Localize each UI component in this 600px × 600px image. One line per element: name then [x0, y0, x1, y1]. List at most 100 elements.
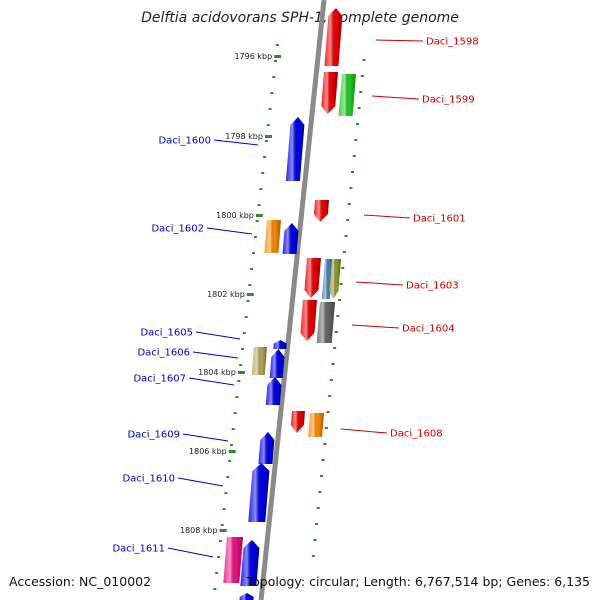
gene-arrow-shading [290, 411, 305, 433]
gene-arrow-shading [282, 223, 299, 254]
tick-dot [326, 411, 330, 413]
gene-daci-1603[interactable] [304, 258, 321, 298]
gene-label[interactable]: Daci_1602 [151, 224, 204, 235]
gene-label-leader [351, 324, 400, 329]
tick-dot [246, 300, 250, 302]
tick-dot [218, 540, 222, 542]
scale-labels: 1796 kbp 1798 kbp 1800 kbp 1802 kbp 1804 kbp… [180, 52, 282, 535]
gene-arrow-shading [223, 537, 243, 583]
tick-dot [316, 507, 320, 509]
gene-arrow-shading [251, 347, 267, 375]
gene-daci-1602[interactable] [264, 220, 281, 253]
gene-daci-1605[interactable] [273, 340, 287, 349]
tick-dot [320, 475, 324, 477]
gene-label[interactable]: Daci_1598 [426, 37, 479, 48]
tick-dot [242, 332, 246, 334]
gene-daci-1608b[interactable] [308, 413, 324, 437]
scale-label: 1798 kbp [225, 132, 263, 141]
tick-dot [224, 492, 228, 494]
gene-label[interactable]: Daci_1609 [127, 430, 180, 441]
gene-label[interactable]: Daci_1606 [137, 348, 190, 359]
tick-dot [231, 428, 235, 430]
gene-daci-1599b[interactable] [338, 74, 356, 116]
gene-label[interactable]: Daci_1600 [158, 136, 211, 147]
gene-daci-1602b[interactable] [282, 223, 299, 254]
gene-daci-1607[interactable] [265, 377, 282, 405]
tick-dot [352, 155, 356, 157]
gene-label[interactable]: Daci_1605 [140, 328, 193, 339]
gene-daci-1612[interactable] [239, 593, 254, 600]
genome-backbone [258, 0, 327, 600]
gene-arrow-shading [269, 349, 285, 378]
gene-daci-1603c[interactable] [329, 259, 341, 299]
tick-dot [341, 267, 345, 269]
tick-dot [268, 108, 272, 110]
gene-arrow-shading [265, 377, 282, 405]
gene-label[interactable]: Daci_1607 [133, 374, 186, 385]
gene-daci-1599[interactable] [321, 72, 338, 114]
tick-dot [333, 347, 337, 349]
scale-tick-dots [213, 44, 366, 590]
gene-arrow-shading [304, 258, 321, 298]
scale-label: 1800 kbp [216, 211, 254, 220]
tick-dot [250, 268, 254, 270]
gene-label[interactable]: Daci_1601 [413, 214, 466, 225]
gene-arrow-shading [248, 463, 270, 522]
gene-daci-1604b[interactable] [316, 302, 335, 343]
gene-arrow-shading [321, 72, 338, 114]
gene-label[interactable]: Daci_1611 [112, 544, 165, 555]
gene-daci-1611[interactable] [223, 537, 243, 583]
tick-dot [359, 91, 363, 93]
gene-label-leader [371, 95, 420, 100]
scale-tick [228, 450, 236, 453]
gene-label[interactable]: Daci_1599 [422, 95, 475, 106]
tick-dot [233, 412, 237, 414]
tick-dot [217, 556, 221, 558]
gene-daci-1608[interactable] [290, 411, 305, 433]
tick-dot [272, 76, 276, 78]
gene-label-leader [167, 547, 214, 558]
gene-label[interactable]: Daci_1608 [390, 429, 443, 440]
gene-daci-1610[interactable] [248, 463, 270, 522]
tick-dot [266, 124, 270, 126]
gene-arrow-shading [258, 432, 275, 464]
gene-daci-1606[interactable] [251, 347, 267, 375]
scale-tick [219, 529, 227, 532]
gene-label-leader [188, 377, 235, 386]
tick-dot [237, 380, 241, 382]
tick-dot [275, 44, 279, 46]
tick-dot [235, 396, 239, 398]
scale-tick [237, 371, 245, 374]
tick-dot [261, 172, 265, 174]
tick-dot [329, 379, 333, 381]
gene-label-leader [195, 331, 241, 340]
gene-label-leader [363, 214, 411, 219]
gene-label[interactable]: Daci_1604 [402, 324, 455, 335]
gene-arrow-shading [329, 259, 341, 299]
tick-dot [213, 588, 217, 590]
gene-daci-1609[interactable] [258, 432, 275, 464]
tick-dot [248, 284, 252, 286]
tick-dot [334, 331, 338, 333]
tick-dot [323, 443, 327, 445]
tick-dot [257, 204, 261, 206]
gene-daci-1604[interactable] [300, 300, 317, 341]
gene-arrow-shading [316, 302, 335, 343]
gene-arrow-shading [273, 340, 287, 349]
tick-dot [339, 283, 343, 285]
gene-daci-1600[interactable] [285, 117, 305, 181]
gene-daci-1598[interactable] [324, 8, 343, 66]
tick-dot [355, 123, 359, 125]
gene-daci-1606b[interactable] [269, 349, 285, 378]
gene-daci-1611b[interactable] [240, 540, 260, 586]
gene-label[interactable]: Daci_1603 [406, 281, 459, 292]
tick-dot [270, 92, 274, 94]
gene-daci-1601[interactable] [313, 200, 329, 222]
gene-arrow-shading [313, 200, 329, 222]
tick-dot [362, 59, 366, 61]
gene-arrow-shading [264, 220, 281, 253]
gene-label[interactable]: Daci_1610 [122, 474, 175, 485]
scale-tick [246, 293, 254, 296]
tick-dot [331, 363, 335, 365]
